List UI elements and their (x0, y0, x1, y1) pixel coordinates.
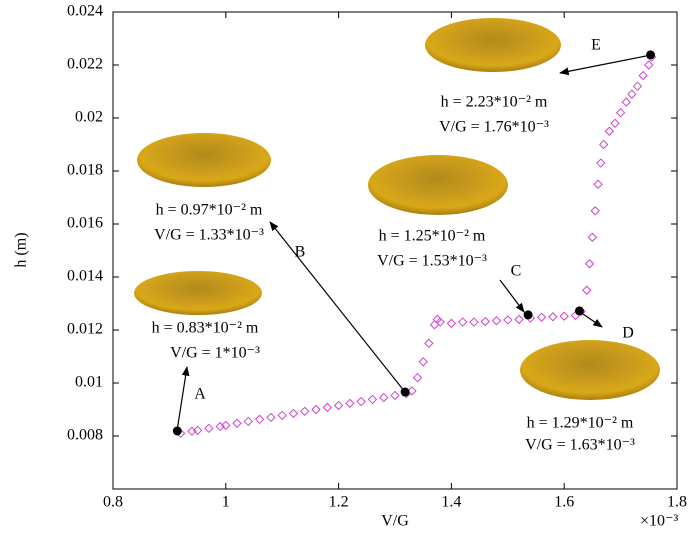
scatter-point (504, 316, 512, 324)
annotation-h: h = 2.23*10⁻² m (441, 94, 548, 111)
scatter-point (591, 207, 599, 215)
annotation-vg: V/G = 1.76*10⁻³ (439, 119, 549, 136)
scatter-point (312, 406, 320, 414)
highlight-point (401, 388, 410, 397)
scatter-point (256, 415, 264, 423)
scatter-point (414, 374, 422, 382)
arrow (270, 222, 405, 392)
annotation-letter: A (194, 386, 206, 403)
annotation-h: h = 1.25*10⁻² m (379, 228, 486, 245)
scatter-point (244, 417, 252, 425)
scatter-point (278, 411, 286, 419)
annotation-letter: E (591, 37, 601, 54)
annotation-letter: B (295, 244, 306, 261)
y-tick-label: 0.01 (75, 374, 103, 391)
scatter-point (611, 119, 619, 127)
scatter-point (346, 399, 354, 407)
arrow (177, 367, 187, 431)
scatter-point (301, 407, 309, 415)
scatter-point (622, 98, 630, 106)
scatter-point (205, 424, 213, 432)
annotation-h: h = 0.83*10⁻² m (152, 320, 259, 337)
scatter-point (583, 286, 591, 294)
scatter-point (323, 403, 331, 411)
x-tick-label: 1 (222, 494, 230, 511)
x-tick-label: 0.8 (103, 494, 123, 511)
scatter-point (436, 318, 444, 326)
scatter-point (391, 391, 399, 399)
scatter-point (481, 318, 489, 326)
scatter-point (289, 409, 297, 417)
scatter-point (588, 233, 596, 241)
x-tick-label: 1.8 (667, 494, 687, 511)
scatter-point (425, 339, 433, 347)
x-axis-label: V/G (381, 513, 409, 530)
annotation-letter: D (622, 325, 634, 342)
y-tick-label: 0.016 (67, 215, 103, 232)
scatter-point (617, 109, 625, 117)
y-axis-label: h (m) (13, 232, 30, 267)
scatter-point (645, 61, 653, 69)
y-tick-label: 0.014 (67, 268, 103, 285)
scatter-point (267, 413, 275, 421)
scatter-point (470, 318, 478, 326)
cell-image (134, 271, 262, 315)
scatter-point (560, 312, 568, 320)
arrow (583, 314, 602, 327)
annotation-vg: V/G = 1.33*10⁻³ (154, 227, 264, 244)
scatter-point (335, 402, 343, 410)
scatter-point (605, 127, 613, 135)
scatter-point (600, 141, 608, 149)
highlight-point (575, 306, 584, 315)
annotation-vg: V/G = 1.63*10⁻³ (525, 437, 635, 454)
scatter-point (430, 321, 438, 329)
cell-image (425, 18, 561, 72)
scatter-point (368, 395, 376, 403)
y-tick-label: 0.008 (67, 427, 103, 444)
arrow (500, 280, 524, 312)
scatter-point (597, 159, 605, 167)
highlight-point (173, 426, 182, 435)
scatter-point (357, 398, 365, 406)
cell-image (520, 340, 660, 400)
scatter-point (433, 315, 441, 323)
scatter-point (515, 315, 523, 323)
scatter-point (549, 313, 557, 321)
annotation-letter: C (511, 263, 522, 280)
scatter-point (538, 313, 546, 321)
x-tick-label: 1.6 (554, 494, 574, 511)
x-tick-label: 1.2 (329, 494, 349, 511)
cell-image (368, 155, 508, 215)
scatter-point (639, 72, 647, 80)
annotation-vg: V/G = 1.53*10⁻³ (377, 253, 487, 270)
cell-image (137, 133, 271, 187)
scatter-point (459, 318, 467, 326)
x-tick-label: 1.4 (441, 494, 461, 511)
scatter-point (628, 90, 636, 98)
y-tick-label: 0.018 (67, 162, 103, 179)
annotation-vg: V/G = 1*10⁻³ (170, 345, 260, 362)
scatter-point (594, 180, 602, 188)
annotation-h: h = 0.97*10⁻² m (156, 202, 263, 219)
chart: V/G ×10⁻³ h (m) 0.8 1 1.2 1.4 1.6 1.8 0.008 0.0… (0, 0, 688, 539)
scatter-point (380, 394, 388, 402)
y-tick-label: 0.012 (67, 321, 103, 338)
arrow (560, 56, 646, 73)
scatter-point (233, 419, 241, 427)
y-tick-label: 0.024 (67, 3, 103, 20)
y-tick-label: 0.022 (67, 56, 103, 73)
scatter-point (634, 82, 642, 90)
highlight-point (524, 310, 533, 319)
scatter-point (493, 317, 501, 325)
scatter-point (447, 319, 455, 327)
scatter-point (586, 260, 594, 268)
scatter-point (419, 358, 427, 366)
annotation-h: h = 1.29*10⁻² m (527, 415, 634, 432)
x-multiplier: ×10⁻³ (640, 513, 678, 530)
y-tick-label: 0.02 (75, 109, 103, 126)
highlight-point (646, 50, 655, 59)
